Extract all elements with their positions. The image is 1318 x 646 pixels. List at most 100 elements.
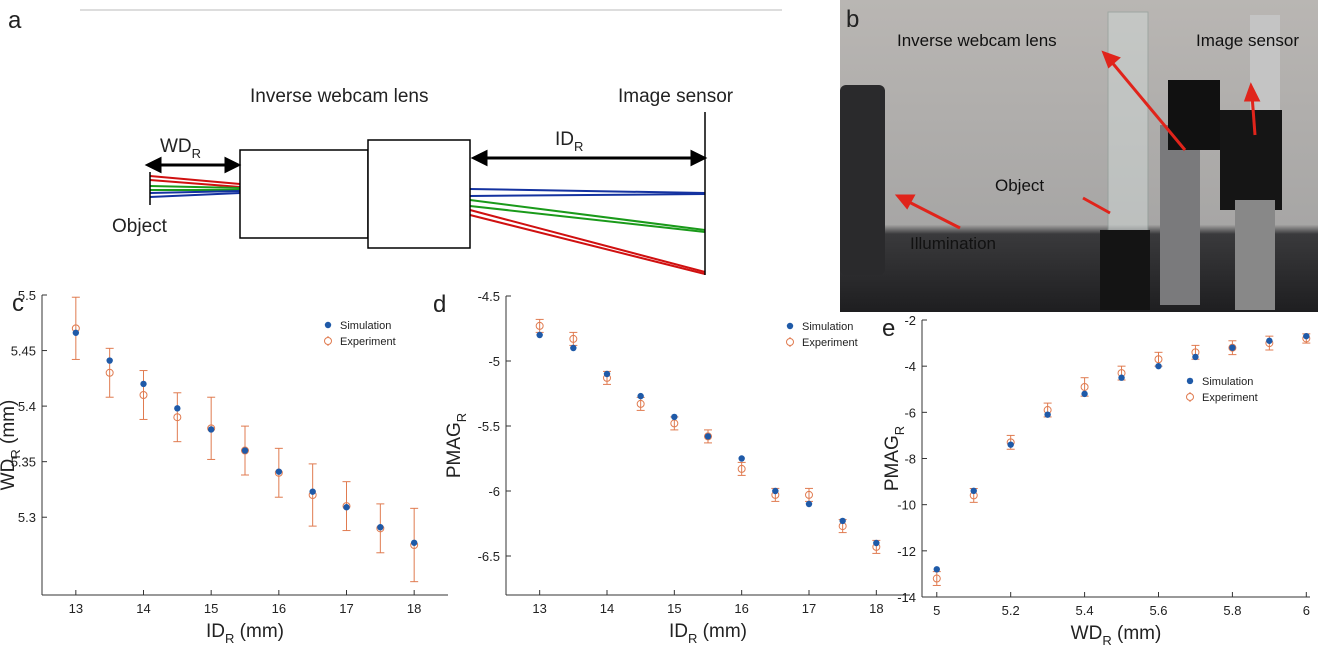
y-tick-label: -6 — [488, 484, 500, 499]
point — [1229, 344, 1236, 351]
error-bar — [308, 463, 317, 527]
point — [207, 426, 215, 433]
label-sub: R — [454, 413, 469, 422]
x-tick-label: 5.6 — [1149, 603, 1167, 618]
point — [1154, 355, 1163, 364]
axis-label: WDR (mm) — [1071, 623, 1162, 646]
post-base — [1100, 230, 1150, 310]
point — [173, 413, 182, 422]
label-part: (mm) — [0, 400, 19, 450]
axis-label: IDR (mm) — [206, 621, 284, 646]
label-sub: R — [192, 146, 201, 161]
point — [839, 517, 846, 525]
label-part: ID — [669, 621, 688, 642]
point — [873, 539, 880, 547]
point — [1228, 343, 1237, 352]
point — [738, 455, 745, 462]
diagram: a Object WDR Inverse webcam lens IDR Ima… — [8, 7, 782, 275]
point — [569, 334, 578, 343]
label-part: WD — [1071, 623, 1103, 644]
y-tick-label: -12 — [897, 544, 916, 559]
point — [536, 331, 543, 339]
point — [1081, 390, 1088, 398]
point — [932, 574, 941, 583]
panel-label: d — [433, 291, 446, 318]
y-tick-label: -14 — [897, 590, 916, 605]
legend-marker — [324, 321, 332, 329]
arrows — [144, 149, 708, 174]
post — [1250, 15, 1280, 125]
y-tick-label: -2 — [904, 313, 916, 328]
panel-label: a — [8, 7, 22, 34]
error-bar — [173, 392, 182, 443]
legend-marker — [786, 322, 794, 330]
x-tick-label: 14 — [600, 601, 614, 616]
label-sub: R — [225, 631, 234, 646]
error-bar — [805, 487, 813, 502]
label-sub: R — [574, 139, 583, 154]
legend-label: Simulation — [802, 321, 853, 333]
error-bar — [105, 347, 114, 398]
legend-label: Experiment — [1202, 392, 1258, 404]
y-tick-label: 5.45 — [11, 344, 36, 359]
photo-label: Inverse webcam lens — [897, 31, 1057, 50]
y-tick-label: 5.3 — [18, 510, 36, 525]
point — [1192, 353, 1199, 361]
point — [805, 490, 813, 499]
x-tick-label: 14 — [136, 601, 150, 616]
point — [72, 329, 80, 336]
rays — [149, 175, 706, 275]
x-tick-label: 13 — [69, 601, 83, 616]
label-part: WD — [160, 136, 192, 157]
x-tick-label: 13 — [532, 601, 546, 616]
point — [805, 500, 813, 508]
photo-arrows — [894, 50, 1261, 230]
point — [970, 487, 977, 495]
y-tick-label: -6.5 — [478, 549, 500, 564]
error-bar — [139, 370, 148, 420]
point — [1007, 441, 1014, 448]
point — [275, 468, 283, 475]
point — [671, 413, 678, 421]
photo-label: Object — [995, 176, 1044, 195]
point — [410, 539, 418, 546]
error-bar — [636, 396, 645, 411]
point — [535, 321, 544, 330]
lens-label: Inverse webcam lens — [250, 86, 428, 107]
x-tick-label: 5.8 — [1223, 603, 1241, 618]
legend-label: Simulation — [340, 320, 391, 332]
point — [737, 464, 746, 473]
x-tick-label: 6 — [1303, 603, 1310, 618]
point — [1155, 362, 1162, 370]
panel-label: e — [882, 315, 895, 342]
x-tick-label: 16 — [272, 601, 286, 616]
lens-block — [367, 139, 471, 249]
post — [1235, 200, 1275, 310]
x-tick-label: 18 — [869, 601, 883, 616]
label-part: WD — [0, 459, 19, 491]
point — [139, 391, 148, 399]
axis-label: IDR (mm) — [669, 621, 747, 646]
x-tick-label: 17 — [802, 601, 816, 616]
legend-label: Simulation — [1202, 376, 1253, 388]
post — [1160, 125, 1200, 305]
y-tick-label: -8 — [904, 452, 916, 467]
error-bar — [535, 318, 544, 333]
point — [377, 524, 384, 531]
legend-marker — [1186, 392, 1194, 401]
photo-label: Illumination — [910, 234, 996, 253]
legend-marker — [324, 337, 332, 345]
x-tick-label: 16 — [734, 601, 748, 616]
point — [343, 504, 350, 511]
label-sub: R — [688, 631, 697, 646]
object-label: Object — [112, 216, 168, 237]
point — [1044, 411, 1051, 418]
label-part: ID — [555, 129, 574, 150]
point — [570, 344, 577, 352]
legend-marker — [786, 338, 794, 346]
point — [106, 357, 113, 364]
photo-label: Image sensor — [1196, 31, 1299, 50]
x-tick-label: 5.2 — [1002, 603, 1020, 618]
